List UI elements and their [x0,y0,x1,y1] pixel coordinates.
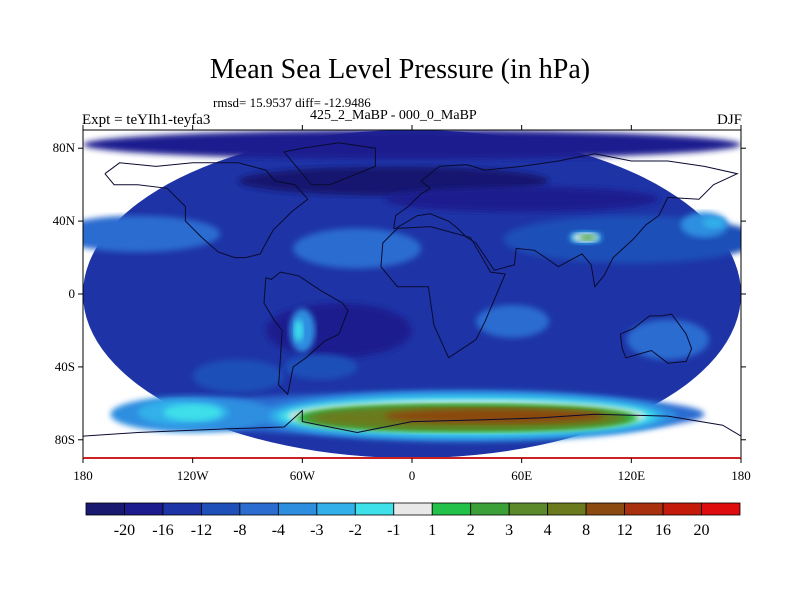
field-region [293,228,422,269]
field-region [265,303,412,358]
x-tick-label: 120W [177,468,210,483]
axes: 180 120W 60W 0 60E 120E 180 80N 40N 0 40S 80S [53,125,751,483]
colorbar-swatch [470,502,510,516]
x-tick-label: 60E [511,468,532,483]
y-tick-label: 40S [55,359,75,374]
colorbar-swatch [585,502,625,516]
colorbar-swatch [701,502,741,516]
colorbar-label: -12 [191,522,212,539]
colorbar-label: -2 [349,522,362,539]
colorbar-swatch [316,502,356,516]
pressure-field [83,130,741,458]
colorbar-swatch [162,502,202,516]
y-tick-label: 80N [53,140,76,155]
colorbar-swatch [85,502,125,516]
colorbar-swatch [124,502,164,516]
field-region [163,404,222,421]
colorbar-label: 20 [694,522,710,539]
season-label: DJF [716,112,742,128]
colorbar-label: 8 [582,522,590,539]
colorbar-swatch [431,502,472,516]
colorbar-label: -20 [114,522,135,539]
field-region [384,186,659,212]
colorbar-label: -16 [152,522,173,539]
period-label: 425_2_MaBP - 000_0_MaBP [310,108,477,123]
field-region [384,408,604,424]
y-tick-label: 0 [69,286,76,301]
field-region [702,217,725,229]
field-region [294,319,304,342]
coastline [283,142,376,186]
colorbar-swatch [547,502,587,516]
colorbar-label: -4 [272,522,285,539]
colorbar-label: 3 [505,522,513,539]
coastline [393,153,739,288]
colorbar-label: 1 [428,522,436,539]
y-tick-label: 40N [53,213,76,228]
x-tick-label: 180 [73,468,93,483]
colorbar-swatch [508,502,549,516]
field-region [192,359,285,393]
colorbar-label: 12 [617,522,633,539]
colorbar-label: 16 [655,522,671,539]
stats-label: rmsd= 15.9537 diff= -12.9486 [213,95,371,110]
coastline [619,313,693,364]
colorbar-swatch [277,502,318,516]
colorbar-swatch [662,502,702,516]
colorbar-label: -8 [233,522,246,539]
colorbar-swatch [354,502,395,516]
x-tick-label: 180 [731,468,751,483]
colorbar-label: 2 [467,522,475,539]
x-tick-label: 0 [409,468,416,483]
x-tick-label: 120E [618,468,646,483]
coastline [380,226,506,359]
colorbar: -20 -16 -12 -8 -4 -3 -2 -1 1 2 3 4 8 12 16 20 [85,502,741,539]
colorbar-label: 4 [544,522,552,539]
chart-title: Mean Sea Level Pressure (in hPa) [209,54,591,85]
field-region [83,215,221,253]
y-tick-label: 80S [55,432,75,447]
coastline [263,271,349,396]
field-region [626,319,710,360]
coastline [83,409,741,437]
coastlines [83,142,741,437]
colorbar-swatch [239,502,279,516]
colorbar-label: -3 [310,522,323,539]
x-tick-label: 60W [290,468,316,483]
colorbar-swatch [201,502,241,516]
coastline [104,162,309,259]
field-region [284,354,358,380]
experiment-label: Expt = teYIh1-teyfa3 [82,112,211,128]
field-region [579,234,596,241]
colorbar-swatch [624,502,664,516]
field-region [83,130,741,160]
colorbar-swatch [393,502,433,516]
colorbar-label: -1 [387,522,400,539]
field-region [475,304,550,338]
